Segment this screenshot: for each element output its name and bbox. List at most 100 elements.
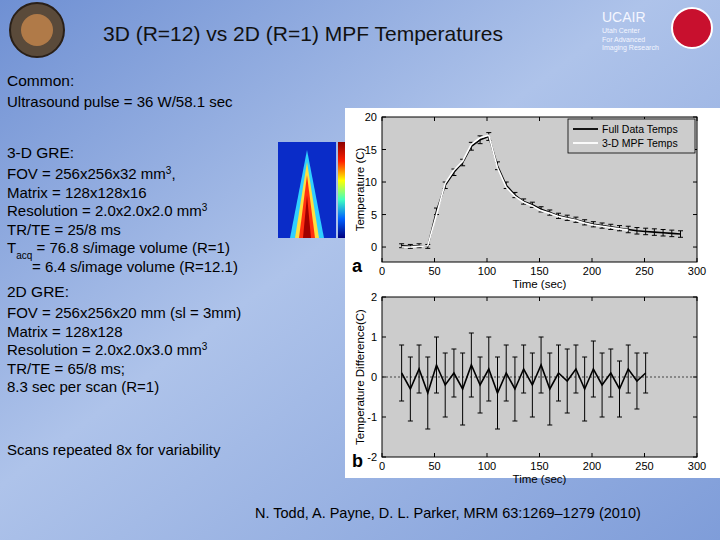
x-axis-label: Time (sec) (513, 278, 567, 290)
org-line: For Advanced (602, 36, 645, 43)
thumbnail (278, 142, 345, 238)
text-segment: Ultrasound pulse = 36 W/58.1 sec (7, 93, 233, 110)
y-tick (382, 247, 697, 248)
block-heading: Common: (7, 72, 74, 89)
text-segment: = 6.4 s/image volume (R=12.1) (7, 258, 238, 275)
block-heading: 2D GRE: (7, 283, 69, 300)
x-tick-label: 0 (379, 460, 385, 472)
legend-swatch (573, 128, 598, 130)
slide-title: 3D (R=12) vs 2D (R=1) MPF Temperatures (103, 22, 503, 45)
chart: 0 50 100 150 200 250 300 0 5 10 15 20 Full Data Temp… (352, 111, 706, 290)
legend-label: Full Data Temps (602, 123, 678, 135)
x-tick-label: 100 (478, 265, 496, 277)
y-tick-label: 5 (371, 209, 377, 221)
plot-area (382, 297, 697, 457)
y-tick-label: 20 (365, 111, 377, 123)
text-segment: Resolution = 2.0x2.0x2.0 mm (7, 202, 202, 219)
block-line: Ultrasound pulse = 36 W/58.1 sec (7, 93, 233, 110)
y-tick-label: 1 (371, 331, 377, 343)
note: Scans repeated 8x for variability (7, 441, 221, 458)
y-axis-label: Temperature Difference(C) (354, 309, 366, 445)
legend-label: 3-D MPF Temps (602, 137, 678, 149)
x-tick-label: 200 (583, 265, 601, 277)
y-tick-label: 0 (371, 371, 377, 383)
text-segment: 3 (202, 341, 208, 352)
text-segment: TR/TE = 25/8 ms (7, 221, 121, 238)
block-heading: 3-D GRE: (7, 144, 74, 161)
block-line: Resolution = 2.0x2.0x3.0 mm3 (7, 341, 208, 359)
plot-area (382, 117, 697, 262)
block-line: TR/TE = 65/8 ms; (7, 360, 125, 377)
text-segment: , (171, 165, 175, 182)
x-tick-label: 50 (428, 460, 440, 472)
block-line: FOV = 256x256x20 mm (sl = 3mm) (7, 304, 241, 321)
text-segment: 3 (202, 202, 208, 213)
logo-left (10, 3, 64, 57)
y-tick-label: 0 (371, 241, 377, 253)
panel-label: b (352, 451, 363, 471)
thumb-shape (299, 175, 315, 238)
figure-background (345, 108, 720, 478)
block-line: FOV = 256x256x32 mm3, (7, 165, 176, 183)
x-tick-label: 300 (688, 460, 706, 472)
x-tick-label: 150 (530, 265, 548, 277)
x-tick-label: 200 (583, 460, 601, 472)
text-segment: Matrix = 128x128 (7, 323, 122, 340)
text-segment: Resolution = 2.0x2.0x3.0 mm (7, 341, 202, 358)
y-tick-label: 2 (371, 291, 377, 303)
x-axis-label: Time (sec) (513, 473, 567, 485)
y-tick-label: 10 (365, 176, 377, 188)
background (0, 0, 720, 540)
thumb-colorbar (338, 142, 345, 238)
x-tick-label: 150 (530, 460, 548, 472)
legend-swatch (573, 142, 598, 144)
series-line (402, 365, 646, 393)
panel-label: a (352, 256, 363, 276)
text-segment: TR/TE = 65/8 ms; (7, 360, 125, 377)
block-line: Matrix = 128x128x16 (7, 184, 147, 201)
y-axis-label: Temperature (C) (354, 147, 366, 231)
y-tick (382, 377, 697, 378)
org-line: Imaging Research (602, 44, 659, 52)
thumb-shape (290, 150, 324, 238)
slide: 3D (R=12) vs 2D (R=1) MPF Temperatures UC… (0, 0, 720, 540)
logo-right (672, 8, 712, 48)
text-segment: FOV = 256x256x32 mm (7, 165, 166, 182)
reference-line (382, 377, 697, 378)
x-tick-label: 250 (635, 265, 653, 277)
y-tick-label: -2 (367, 451, 377, 463)
chart: 0 50 100 150 200 250 300 -2 -1 0 1 2 Time (sec) Tempe… (352, 291, 706, 485)
x-tick-label: 0 (379, 265, 385, 277)
block-line: Matrix = 128x128 (7, 323, 122, 340)
data-group (382, 333, 697, 429)
legend-box (568, 119, 695, 153)
logo-left-inner (21, 14, 53, 46)
citation: N. Todd, A. Payne, D. L. Parker, MRM 63:… (255, 505, 641, 521)
block-line: TR/TE = 25/8 ms (7, 221, 121, 238)
text-segment: T (7, 239, 16, 256)
text-segment: = 76.8 s/image volume (R=1) (32, 239, 230, 256)
block-line: Resolution = 2.0x2.0x2.0 mm3 (7, 202, 208, 220)
y-tick-label: -1 (367, 411, 377, 423)
org-name: UCAIR (602, 9, 646, 25)
y-tick (382, 417, 697, 418)
y-tick-label: 15 (365, 144, 377, 156)
x-tick-label: 300 (688, 265, 706, 277)
y-tick (382, 182, 697, 183)
x-tick-label: 250 (635, 460, 653, 472)
text-segment: Matrix = 128x128x16 (7, 184, 147, 201)
text-segment: FOV = 256x256x20 mm (sl = 3mm) (7, 304, 241, 321)
x-tick-label: 50 (428, 265, 440, 277)
text-segment: 8.3 sec per scan (R=1) (7, 378, 159, 395)
plot-frame (382, 297, 697, 457)
x-tick (434, 117, 435, 262)
x-tick (487, 117, 488, 262)
y-tick (382, 214, 697, 215)
x-tick-label: 100 (478, 460, 496, 472)
thumb-bg (278, 142, 336, 238)
x-tick (644, 297, 645, 457)
legend: Full Data Temps 3-D MPF Temps (568, 119, 695, 153)
thumb-shape (303, 195, 311, 238)
org-line: Utah Center (602, 27, 640, 34)
block-line: = 6.4 s/image volume (R=12.1) (7, 258, 238, 275)
